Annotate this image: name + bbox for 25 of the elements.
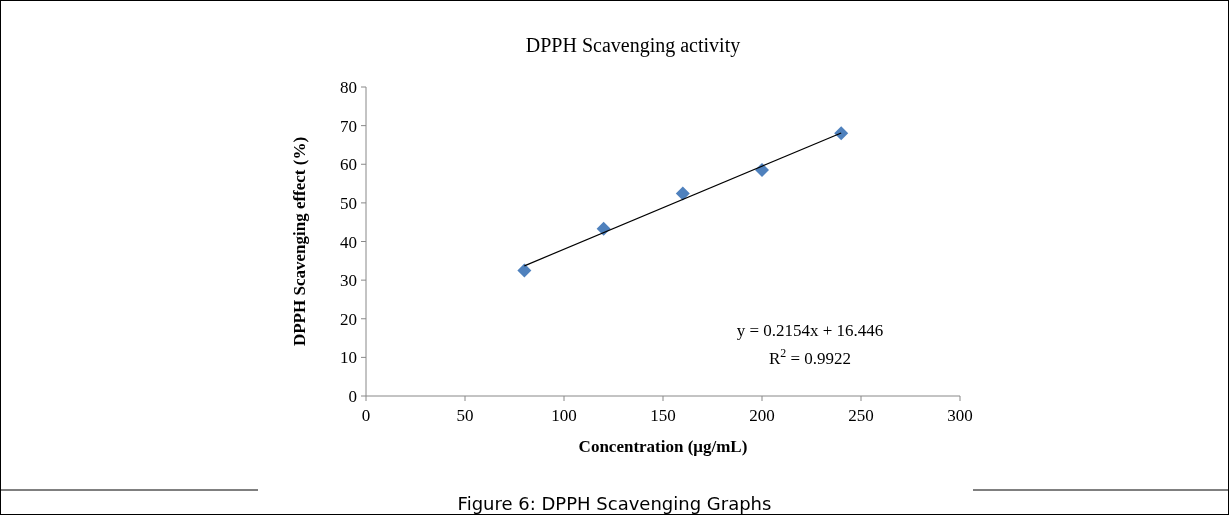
- x-tick-label: 250: [848, 406, 874, 425]
- x-tick-label: 200: [749, 406, 775, 425]
- point: [834, 126, 849, 141]
- x-tick-label: 0: [361, 406, 371, 425]
- point: [517, 263, 532, 278]
- y-tick-label: 0: [348, 387, 357, 406]
- annotation: R$^{2}$ = 0.9922: [768, 346, 852, 368]
- y-tick-label: 70: [340, 116, 357, 136]
- x-tick-label: 300: [947, 406, 973, 425]
- x-axis-title: Concentration (μg/mL): [578, 437, 748, 456]
- x-tick-label: 150: [650, 406, 676, 425]
- y-tick-label: 10: [340, 348, 357, 368]
- y-axis-title: DPPH Scavenging effect (%): [290, 136, 309, 347]
- y-tick-label: 40: [340, 232, 357, 252]
- y-tick-label: 30: [340, 271, 357, 291]
- point: [675, 186, 690, 201]
- x-tick-label: 100: [551, 406, 577, 425]
- y-tick-label: 60: [340, 155, 357, 175]
- annotation: y = 0.2154x + 16.446: [736, 321, 884, 340]
- chart-title: DPPH Scavenging activity: [525, 34, 741, 57]
- caption: Figure 6: DPPH Scavenging Graphs: [457, 493, 772, 514]
- y-tick-label: 20: [340, 309, 357, 329]
- y-tick-label: 80: [340, 78, 357, 97]
- x-tick-label: 50: [456, 406, 474, 425]
- y-tick-label: 50: [340, 193, 357, 213]
